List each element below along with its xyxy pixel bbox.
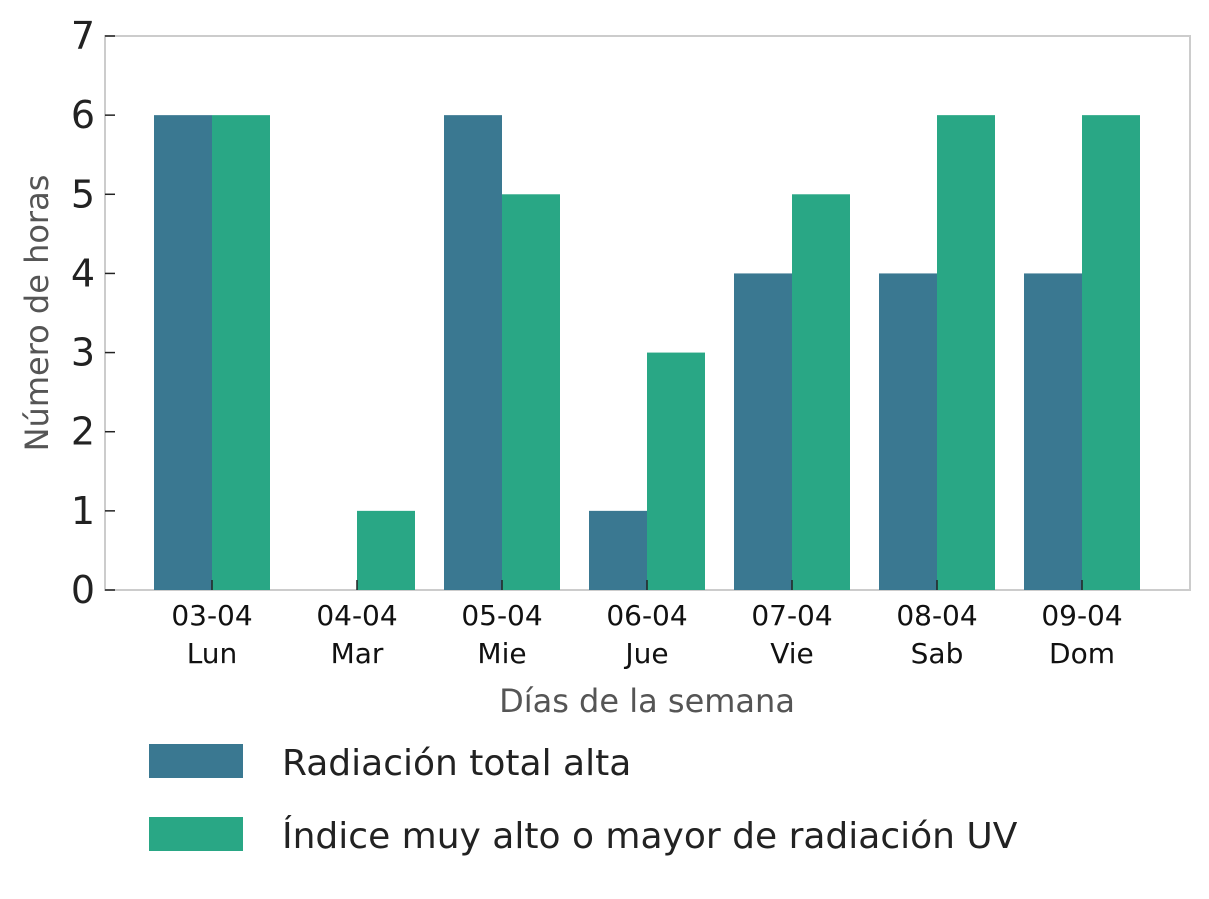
bar-series-2-08-04 bbox=[937, 115, 995, 591]
bar-series-1-03-04 bbox=[154, 115, 212, 591]
x-tick-label-date: 09-04 bbox=[1041, 599, 1122, 632]
x-tick-label-date: 06-04 bbox=[606, 599, 687, 632]
x-tick-label-date: 03-04 bbox=[171, 599, 252, 632]
y-ticks: 0 1 2 3 4 5 6 7 bbox=[71, 14, 115, 612]
y-tick-label: 0 bbox=[71, 568, 95, 612]
bar-series-2-06-04 bbox=[647, 352, 705, 590]
x-tick-label-date: 04-04 bbox=[316, 599, 397, 632]
legend-label-1: Radiación total alta bbox=[282, 743, 631, 784]
bar-series-2-05-04 bbox=[502, 194, 560, 591]
x-tick-label-date: 08-04 bbox=[896, 599, 977, 632]
bar-series-1-07-04 bbox=[734, 273, 792, 590]
bar-series-2-09-04 bbox=[1082, 115, 1140, 591]
x-tick-label-day: Lun bbox=[187, 637, 238, 670]
bar-series-1-06-04 bbox=[589, 510, 647, 590]
x-tick-label-day: Sab bbox=[911, 637, 964, 670]
bar-series-1-08-04 bbox=[879, 273, 937, 590]
bar-series-2-04-04 bbox=[357, 510, 415, 590]
x-tick-label-day: Dom bbox=[1049, 637, 1115, 670]
y-tick-label: 3 bbox=[71, 331, 95, 375]
bar-series-2-07-04 bbox=[792, 194, 850, 591]
x-ticks: 03-04 Lun 04-04 Mar 05-04 Mie 06-04 Jue 07-04 Vie… bbox=[171, 580, 1123, 670]
legend-label-2: Índice muy alto o mayor de radiación UV bbox=[282, 815, 1018, 857]
y-tick-label: 7 bbox=[71, 14, 95, 58]
x-tick-label-day: Jue bbox=[623, 637, 668, 670]
x-tick-label-date: 07-04 bbox=[751, 599, 832, 632]
bar-series-2-03-04 bbox=[212, 115, 270, 591]
legend-swatch-2 bbox=[149, 817, 243, 851]
y-tick-label: 5 bbox=[71, 172, 95, 216]
legend-swatch-1 bbox=[149, 744, 243, 778]
y-tick-label: 2 bbox=[71, 410, 95, 454]
bars-group bbox=[154, 115, 1140, 591]
x-tick-label-date: 05-04 bbox=[461, 599, 542, 632]
y-tick-label: 6 bbox=[71, 93, 95, 137]
x-tick-label-day: Mie bbox=[477, 637, 526, 670]
x-tick-label-day: Vie bbox=[770, 637, 814, 670]
y-tick-label: 4 bbox=[71, 251, 95, 295]
x-axis-label: Días de la semana bbox=[499, 682, 795, 720]
x-tick-label-day: Mar bbox=[331, 637, 384, 670]
legend: Radiación total alta Índice muy alto o ma… bbox=[149, 743, 1018, 857]
bar-series-1-09-04 bbox=[1024, 273, 1082, 590]
y-tick-label: 1 bbox=[71, 489, 95, 533]
y-axis-label: Número de horas bbox=[18, 175, 56, 452]
bar-series-1-05-04 bbox=[444, 115, 502, 591]
